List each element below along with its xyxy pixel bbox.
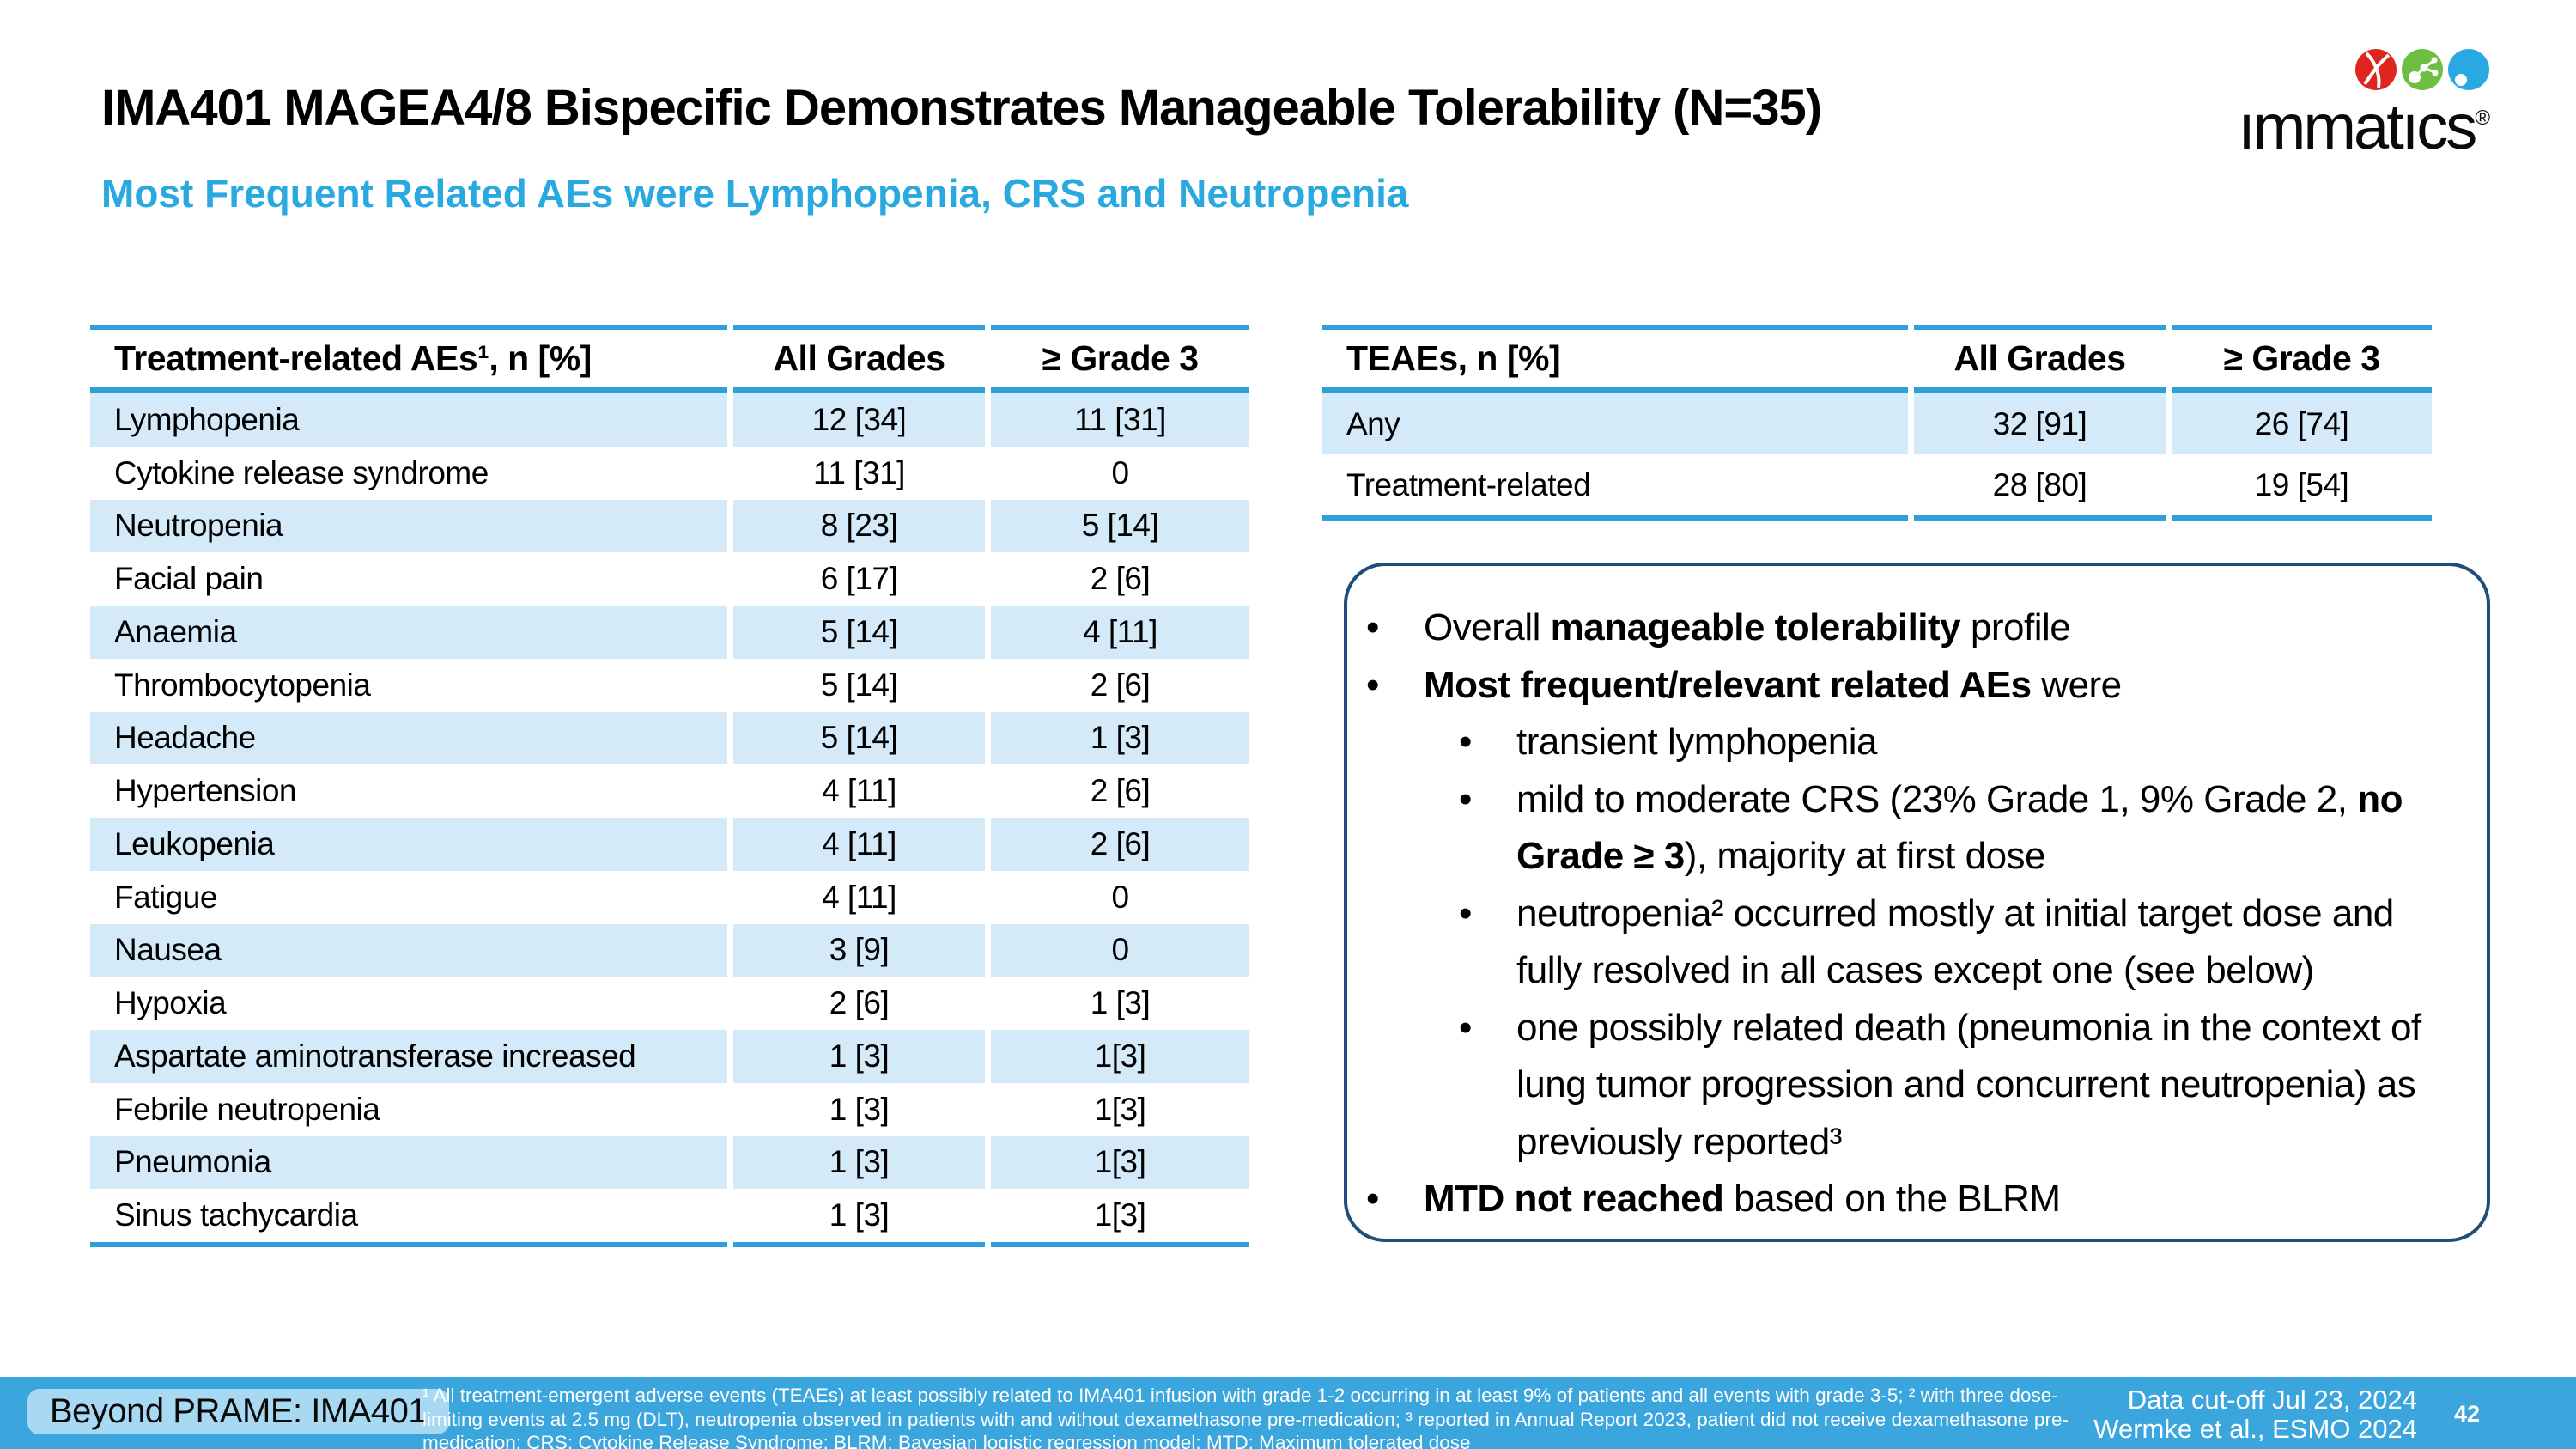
ae-value-cell: 1 [3] [733, 1135, 985, 1190]
ae-name-cell: Cytokine release syndrome [114, 454, 489, 490]
data-cutoff: Data cut-off Jul 23, 2024 [2127, 1385, 2417, 1415]
teaes-table: TEAEs, n [%] All Grades ≥ Grade 3 Any 32 [91… [1322, 325, 2432, 521]
ae-name-cell: Headache [90, 711, 727, 765]
ae-value-cell: 11 [31] [813, 454, 905, 490]
ae-value-cell: 12 [34] [733, 393, 985, 447]
table-header-cell: All Grades [733, 325, 985, 393]
ae-value-cell: 3 [9] [733, 923, 985, 977]
logo-dots-icon [2215, 48, 2490, 91]
summary-bullet: transient lymphopenia [1347, 714, 2451, 771]
ae-name-cell: Treatment-related [1322, 454, 1908, 521]
ae-value-cell: 1[3] [991, 1030, 1249, 1083]
table-header-cell: TEAEs, n [%] [1322, 325, 1908, 393]
registered-mark: ® [2475, 107, 2490, 130]
ae-value-cell: 32 [91] [1914, 393, 2166, 454]
ae-name-cell: Fatigue [114, 879, 217, 915]
ae-value-cell: 1 [3] [1090, 985, 1151, 1021]
ae-value-cell: 0 [1111, 879, 1129, 915]
ae-name-cell: Hypoxia [114, 985, 227, 1021]
ae-name-cell: Nausea [90, 923, 727, 977]
slide-subtitle: Most Frequent Related AEs were Lymphopen… [101, 171, 1409, 216]
ae-value-cell: 8 [23] [733, 499, 985, 553]
ae-value-cell: 4 [11] [991, 606, 1249, 659]
reference: Wermke et al., ESMO 2024 [2093, 1414, 2417, 1444]
ae-value-cell: 5 [14] [733, 606, 985, 659]
ae-value-cell: 1 [3] [829, 1091, 890, 1127]
slide-title: IMA401 MAGEA4/8 Bispecific Demonstrates … [101, 80, 1822, 136]
summary-bullet: Overall manageable tolerability profile [1347, 600, 2451, 657]
footnote-line: medication; CRS: Cytokine Release Syndro… [422, 1432, 1471, 1449]
ae-value-cell: 1[3] [991, 1189, 1249, 1247]
summary-bullet: Most frequent/relevant related AEs were [1347, 657, 2451, 715]
ae-name-cell: Hypertension [114, 773, 297, 809]
ae-name-cell: Aspartate aminotransferase increased [90, 1030, 727, 1083]
ae-name-cell: Anaemia [90, 606, 727, 659]
treatment-related-aes-table: Treatment-related AEs¹, n [%] All Grades ≥… [90, 325, 1249, 1247]
ae-value-cell: 5 [14] [820, 667, 898, 703]
citation-block: Data cut-off Jul 23, 2024 Wermke et al.,… [2093, 1385, 2417, 1444]
summary-bullet-list: Overall manageable tolerability profileM… [1347, 566, 2487, 1228]
summary-bullet: neutropenia² occurred mostly at initial … [1347, 886, 2451, 1000]
ae-name-cell: Facial pain [114, 561, 264, 597]
ae-value-cell: 2 [6] [1090, 773, 1151, 809]
ae-value-cell: 2 [6] [1090, 667, 1151, 703]
ae-value-cell: 1 [3] [991, 711, 1249, 765]
ae-value-cell: 2 [6] [1090, 561, 1151, 597]
table-header-cell: Treatment-related AEs¹, n [%] [90, 325, 727, 393]
ae-value-cell: 1 [3] [733, 1189, 985, 1247]
footnote-line: ¹ All treatment-emergent adverse events … [422, 1385, 2058, 1406]
program-tag: Beyond PRAME: IMA401 [27, 1389, 450, 1434]
ae-value-cell: 11 [31] [991, 393, 1249, 447]
ae-value-cell: 4 [11] [822, 879, 896, 915]
ae-value-cell: 4 [11] [733, 818, 985, 871]
summary-box: Overall manageable tolerability profileM… [1344, 563, 2490, 1242]
summary-bullet: MTD not reached based on the BLRM [1347, 1171, 2451, 1228]
table-header-cell: ≥ Grade 3 [991, 325, 1249, 393]
ae-value-cell: 28 [80] [1914, 454, 2166, 521]
ae-value-cell: 6 [17] [820, 561, 898, 597]
ae-name-cell: Sinus tachycardia [90, 1189, 727, 1247]
ae-value-cell: 5 [14] [991, 499, 1249, 553]
ae-name-cell: Lymphopenia [90, 393, 727, 447]
ae-name-cell: Febrile neutropenia [114, 1091, 380, 1127]
ae-name-cell: Pneumonia [90, 1135, 727, 1190]
ae-name-cell: Thrombocytopenia [114, 667, 371, 703]
logo-wordmark: ımmatıcs® [2238, 91, 2490, 162]
ae-value-cell: 26 [74] [2172, 393, 2432, 454]
footer-bar: Beyond PRAME: IMA401 ¹ All treatment-eme… [0, 1377, 2576, 1449]
immatics-logo: ımmatıcs® [2215, 48, 2490, 162]
table-header-cell: All Grades [1914, 325, 2166, 393]
ae-name-cell: Neutropenia [90, 499, 727, 553]
ae-value-cell: 4 [11] [822, 773, 896, 809]
ae-value-cell: 1[3] [1094, 1091, 1146, 1127]
ae-value-cell: 19 [54] [2172, 454, 2432, 521]
summary-bullet: one possibly related death (pneumonia in… [1347, 1000, 2451, 1172]
summary-bullet: mild to moderate CRS (23% Grade 1, 9% Gr… [1347, 771, 2451, 886]
ae-value-cell: 5 [14] [733, 711, 985, 765]
table-header-cell: ≥ Grade 3 [2172, 325, 2432, 393]
page-number: 42 [2453, 1401, 2480, 1427]
ae-value-cell: 2 [6] [991, 818, 1249, 871]
footnote-line: limiting events at 2.5 mg (DLT), neutrop… [422, 1408, 2069, 1430]
ae-name-cell: Any [1322, 393, 1908, 454]
footnotes: ¹ All treatment-emergent adverse events … [422, 1384, 2069, 1449]
ae-value-cell: 2 [6] [829, 985, 890, 1021]
logo-circles-icon [2355, 49, 2489, 90]
ae-value-cell: 0 [1111, 454, 1129, 490]
ae-name-cell: Leukopenia [90, 818, 727, 871]
ae-value-cell: 1 [3] [733, 1030, 985, 1083]
ae-value-cell: 0 [991, 923, 1249, 977]
ae-value-cell: 1[3] [991, 1135, 1249, 1190]
